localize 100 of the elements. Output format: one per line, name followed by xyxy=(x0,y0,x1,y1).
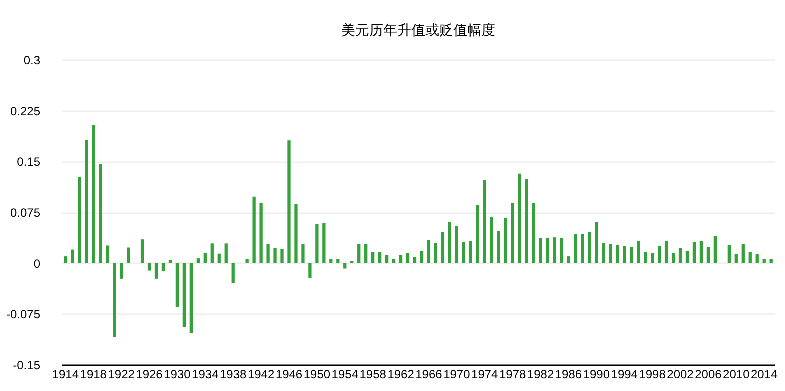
bar xyxy=(182,263,186,328)
x-tick-label: 1982 xyxy=(527,368,554,382)
y-tick-label: 0 xyxy=(34,256,41,271)
bar xyxy=(106,246,110,264)
bar xyxy=(742,244,745,264)
bar xyxy=(504,218,508,264)
y-tick-label: 0.075 xyxy=(10,206,41,220)
bar xyxy=(692,242,696,264)
bar xyxy=(322,223,326,264)
bar xyxy=(336,259,340,264)
x-tick-label: 2010 xyxy=(723,368,750,382)
bar xyxy=(714,236,718,264)
y-tick-label: -0.075 xyxy=(6,308,41,322)
bar xyxy=(385,255,389,264)
bar xyxy=(406,253,410,264)
bar xyxy=(539,238,542,264)
x-tick-label: 1922 xyxy=(108,368,136,382)
bar xyxy=(672,253,676,264)
bar xyxy=(168,260,172,264)
bar xyxy=(497,231,500,264)
bar xyxy=(756,254,759,264)
bar xyxy=(462,242,466,264)
bar xyxy=(330,259,333,264)
bar xyxy=(511,203,514,264)
bar xyxy=(399,255,403,264)
bar xyxy=(700,240,704,264)
bar xyxy=(588,232,592,264)
bar xyxy=(595,222,598,264)
x-tick-label: 2014 xyxy=(750,368,778,382)
bar xyxy=(280,249,284,264)
y-tick-label: -0.15 xyxy=(13,358,41,372)
bar xyxy=(706,247,710,264)
x-tick-label: 1974 xyxy=(472,368,499,382)
x-tick-label: 1914 xyxy=(52,368,80,382)
x-tick-label: 1966 xyxy=(416,368,443,382)
bar xyxy=(204,253,207,264)
x-tick-label: 1942 xyxy=(248,368,275,382)
bar xyxy=(560,238,564,264)
bar xyxy=(113,263,116,338)
bar xyxy=(637,240,640,264)
bar xyxy=(344,263,347,269)
bar xyxy=(532,203,536,264)
bar xyxy=(218,254,221,264)
bar xyxy=(140,240,144,264)
bar xyxy=(71,250,74,264)
bar xyxy=(196,258,200,264)
bar xyxy=(148,263,152,271)
bar xyxy=(420,251,424,264)
bar xyxy=(302,244,305,264)
bar xyxy=(434,243,438,264)
bar xyxy=(609,244,612,264)
bar xyxy=(232,263,235,283)
bar xyxy=(644,252,648,264)
bar xyxy=(210,244,214,264)
bar xyxy=(616,245,620,264)
bar xyxy=(553,238,556,264)
x-tick-label: 2002 xyxy=(667,368,694,382)
x-tick-label: 1978 xyxy=(499,368,526,382)
bar xyxy=(154,263,158,279)
bar xyxy=(162,263,166,272)
bar xyxy=(490,217,494,264)
bar xyxy=(372,252,375,264)
bar xyxy=(308,263,312,278)
bar xyxy=(455,226,458,264)
x-tick-label: 1918 xyxy=(80,368,108,382)
bar xyxy=(630,247,634,264)
bar xyxy=(602,243,606,264)
bar xyxy=(518,174,522,264)
bar xyxy=(469,240,472,264)
bar xyxy=(546,238,550,264)
bar xyxy=(64,256,68,264)
bar xyxy=(364,244,368,264)
x-tick-label: 1970 xyxy=(444,368,471,382)
y-tick-label: 0.225 xyxy=(10,104,41,118)
x-tick-label: 2006 xyxy=(695,368,722,382)
bar xyxy=(686,251,690,264)
bar xyxy=(126,248,130,264)
bar xyxy=(358,244,361,264)
chart-title: 美元历年升值或贬值幅度 xyxy=(342,22,496,38)
bar xyxy=(294,204,298,264)
x-tick-label: 1950 xyxy=(304,368,331,382)
bar xyxy=(664,240,668,264)
bar xyxy=(246,259,249,264)
bar xyxy=(658,246,662,264)
bar xyxy=(734,254,738,264)
bar xyxy=(288,140,291,264)
bar xyxy=(567,256,570,264)
x-tick-label: 1934 xyxy=(192,368,220,382)
bar xyxy=(762,259,766,264)
x-tick-label: 1954 xyxy=(332,368,359,382)
x-tick-label: 1938 xyxy=(220,368,248,382)
bar xyxy=(224,244,228,264)
bar xyxy=(748,252,752,264)
x-tick-label: 1946 xyxy=(276,368,303,382)
x-tick-label: 1986 xyxy=(555,368,582,382)
x-tick-label: 1994 xyxy=(611,368,638,382)
bar xyxy=(190,263,193,334)
bar xyxy=(650,253,654,264)
bar xyxy=(678,248,682,264)
bar xyxy=(770,259,773,264)
